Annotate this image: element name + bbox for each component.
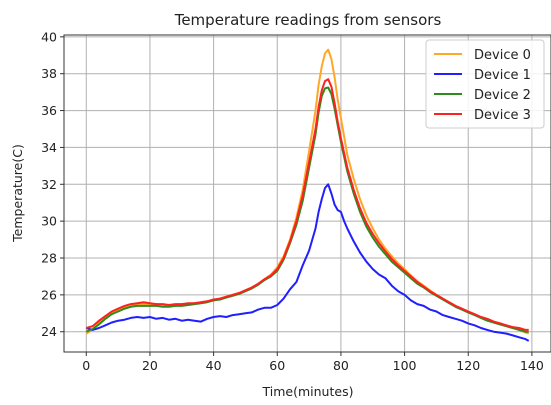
chart-title: Temperature readings from sensors xyxy=(174,11,442,29)
y-tick-label: 24 xyxy=(41,324,57,339)
legend-label: Device 0 xyxy=(474,48,531,63)
legend: Device 0 Device 1 Device 2 Device 3 xyxy=(425,39,545,129)
y-axis-title: Temperature(C) xyxy=(10,144,25,243)
x-tick-label: 100 xyxy=(393,358,417,373)
x-tick-label: 140 xyxy=(520,358,544,373)
grid xyxy=(64,35,551,352)
x-tick-label: 0 xyxy=(82,358,90,373)
y-tick-label: 32 xyxy=(41,177,57,192)
y-tick-label: 34 xyxy=(41,140,57,155)
x-tick-label: 120 xyxy=(456,358,480,373)
series-line-device-1 xyxy=(86,183,530,342)
series-line-device-3 xyxy=(86,78,529,331)
y-tick-label: 36 xyxy=(41,103,57,118)
ticks: 0 20 40 60 80 100 120 140 24 26 28 30 32 34 36 38 40 xyxy=(41,29,544,373)
legend-label: Device 1 xyxy=(474,68,531,83)
legend-box xyxy=(425,39,545,129)
x-tick-label: 60 xyxy=(269,358,285,373)
y-tick-label: 38 xyxy=(41,66,57,81)
series-lines xyxy=(85,48,530,342)
legend-label: Device 3 xyxy=(474,108,531,123)
x-axis-title: Time(minutes) xyxy=(262,384,354,399)
x-tick-label: 20 xyxy=(142,358,158,373)
y-tick-label: 30 xyxy=(41,214,57,229)
y-tick-label: 40 xyxy=(41,29,57,44)
plot-frame xyxy=(63,34,551,353)
x-tick-label: 80 xyxy=(333,358,349,373)
y-tick-label: 28 xyxy=(41,251,57,266)
x-tick-label: 40 xyxy=(206,358,222,373)
y-tick-label: 26 xyxy=(41,287,57,302)
legend-label: Device 2 xyxy=(474,88,531,103)
